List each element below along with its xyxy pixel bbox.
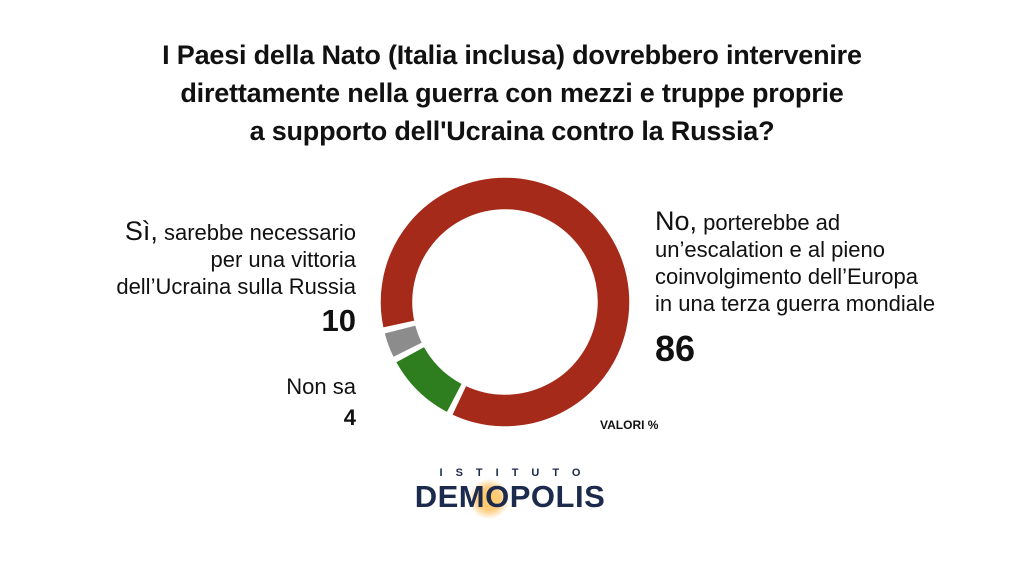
- no-line-2: un’escalation e al pieno: [655, 237, 885, 262]
- donut-chart: [379, 176, 631, 428]
- ns-label: Non sa: [286, 373, 356, 400]
- ns-line-1: Non sa: [286, 374, 356, 399]
- si-line-1: sarebbe necessario: [163, 220, 356, 245]
- logo-glow: [469, 479, 509, 519]
- ns-value: 4: [343, 405, 356, 430]
- no-label: No, porterebbe ad un’escalation e al pie…: [655, 208, 995, 317]
- no-value: 86: [655, 328, 696, 369]
- slice-s: [394, 345, 464, 414]
- title-line-2: direttamente nella guerra con mezzi e tr…: [180, 78, 844, 108]
- si-value: 10: [321, 303, 356, 338]
- si-line-2: per una vittoria: [210, 247, 356, 272]
- unit-note: VALORI %: [600, 418, 659, 432]
- slice-no: [379, 176, 631, 428]
- logo-main-text: DEMOPOLIS: [414, 479, 606, 514]
- no-line-4: in una terza guerra mondiale: [655, 291, 936, 316]
- no-lead: No,: [655, 206, 698, 236]
- title-line-1: I Paesi della Nato (Italia inclusa) dovr…: [162, 40, 862, 70]
- slice-non-sa: [382, 323, 424, 359]
- chart-title: I Paesi della Nato (Italia inclusa) dovr…: [0, 36, 1024, 150]
- title-line-3: a supporto dell'Ucraina contro la Russia…: [249, 116, 775, 146]
- si-lead: Sì,: [124, 216, 158, 246]
- si-label: Sì, sarebbe necessario per una vittoria …: [56, 218, 356, 300]
- logo-top-text: ISTITUTO: [439, 467, 594, 479]
- no-line-3: coinvolgimento dell’Europa: [655, 264, 918, 289]
- si-line-3: dell’Ucraina sulla Russia: [116, 274, 356, 299]
- demopolis-logo: ISTITUTO DEMOPOLIS: [380, 465, 640, 525]
- no-line-1: porterebbe ad: [703, 210, 841, 235]
